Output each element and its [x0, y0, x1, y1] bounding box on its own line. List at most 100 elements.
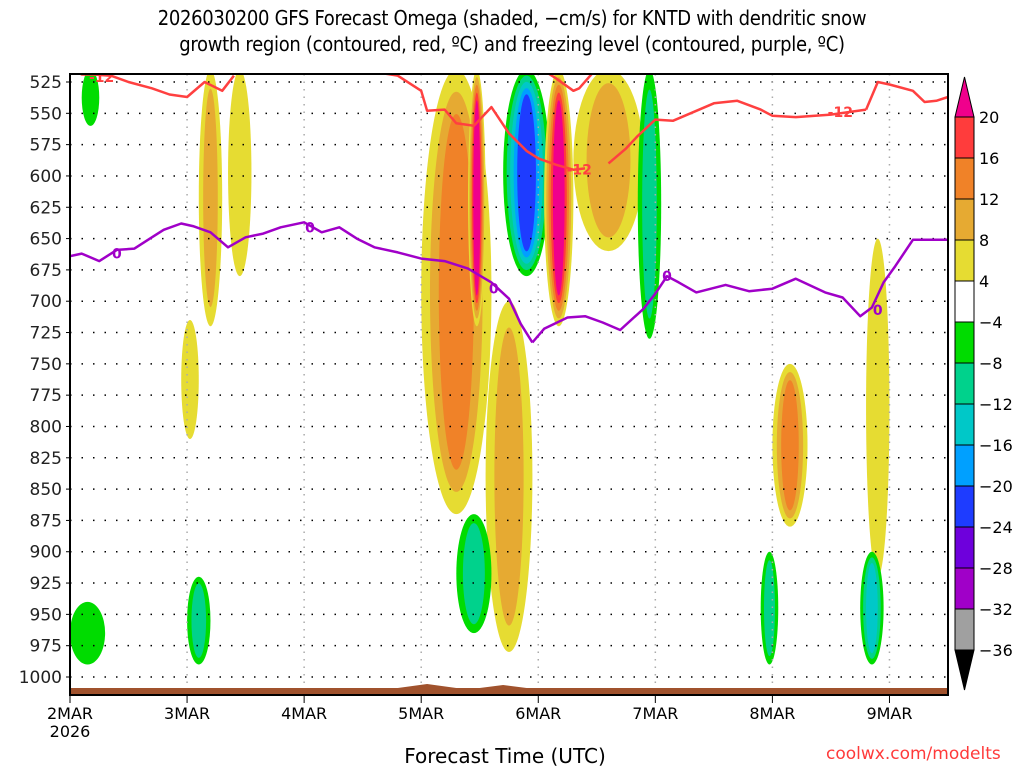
omega-region — [866, 563, 878, 654]
x-tick-label: 3MAR — [164, 704, 210, 723]
colorbar-box — [954, 157, 975, 200]
contour-line — [70, 221, 534, 344]
y-tick-label: 675 — [30, 261, 62, 281]
colorbar-top-arrow — [954, 76, 975, 118]
contour-line — [864, 80, 948, 111]
chart-title-line-1: 2026030200 GFS Forecast Omega (shaded, −… — [157, 6, 867, 30]
omega-region — [191, 583, 207, 658]
x-tick-label: 2MAR — [47, 704, 93, 723]
x-tick-label: 4MAR — [281, 704, 327, 723]
x-tick-label: 9MAR — [866, 704, 912, 723]
terrain-fill — [70, 684, 948, 695]
x-tick-year: 2026 — [50, 722, 91, 741]
colorbar-label: 16 — [979, 149, 999, 168]
contour-lines: -12 -12 -12 0 0 0 0 0 — [70, 70, 948, 344]
y-tick-label: 550 — [30, 104, 62, 124]
omega-region — [70, 601, 106, 665]
omega-region — [494, 327, 524, 626]
contour-label: 0 — [662, 269, 672, 285]
gridlines — [70, 74, 948, 695]
omega-region — [473, 100, 481, 296]
colorbar-box — [954, 608, 975, 651]
colorbar-bottom-arrow — [954, 649, 975, 691]
y-tick-label: 625 — [30, 198, 62, 218]
colorbar-box — [954, 567, 975, 610]
colorbar-box — [954, 526, 975, 569]
contour-label: 0 — [873, 303, 883, 319]
colorbar-box — [954, 485, 975, 528]
x-tick-label: 6MAR — [515, 704, 561, 723]
y-tick-label: 775 — [30, 386, 62, 406]
credit-link[interactable]: coolwx.com/modelts — [826, 744, 1001, 764]
contour-label: 0 — [489, 282, 499, 298]
plot-frame — [69, 73, 949, 696]
colorbar-box — [954, 280, 975, 323]
omega-region — [438, 113, 474, 470]
omega-region — [81, 74, 100, 126]
omega-region — [781, 380, 799, 511]
omega-shading — [70, 74, 890, 665]
y-tick-label: 575 — [30, 136, 62, 156]
y-tick-label: 750 — [30, 355, 62, 375]
contour-line — [379, 74, 586, 171]
colorbar-label: −16 — [979, 436, 1013, 455]
y-tick-label: 975 — [30, 637, 62, 657]
y-tick-label: 700 — [30, 292, 62, 312]
contour-label: -12 — [828, 105, 853, 121]
contour-label: 0 — [305, 220, 315, 236]
y-tick-label: 900 — [30, 543, 62, 563]
omega-region — [462, 523, 485, 625]
chart-title-line-2: growth region (contoured, red, ºC) and f… — [179, 32, 845, 56]
colorbar-box — [954, 321, 975, 364]
omega-region — [866, 238, 890, 577]
colorbar-box — [954, 444, 975, 487]
omega-region — [203, 88, 218, 308]
contour-label: -12 — [567, 163, 592, 179]
colorbar-label: −28 — [979, 559, 1013, 578]
y-tick-label: 825 — [30, 449, 62, 469]
colorbar-label: −4 — [979, 313, 1003, 332]
omega-region — [181, 320, 199, 439]
colorbar-label: 12 — [979, 190, 999, 209]
x-tick-label: 5MAR — [398, 704, 444, 723]
y-tick-label: 600 — [30, 167, 62, 187]
y-tick-label: 800 — [30, 417, 62, 437]
y-tick-label: 925 — [30, 574, 62, 594]
colorbar-label: 4 — [979, 272, 989, 291]
colorbar-label: −24 — [979, 518, 1013, 537]
y-tick-label: 1000 — [19, 668, 62, 688]
y-tick-label: 875 — [30, 511, 62, 531]
x-axis-title: Forecast Time (UTC) — [404, 744, 606, 768]
y-axis: 525 550 575 600 625 650 675 700 725 750 775 800 825 8… — [19, 73, 70, 688]
y-tick-label: 950 — [30, 605, 62, 625]
contour-line — [607, 99, 867, 165]
colorbar-label: −12 — [979, 395, 1013, 414]
y-tick-label: 650 — [30, 230, 62, 250]
x-tick-label: 7MAR — [632, 704, 678, 723]
colorbar-box — [954, 403, 975, 446]
colorbar-box — [954, 239, 975, 282]
contour-line — [531, 238, 948, 344]
omega-region — [228, 74, 252, 277]
colorbar-box — [954, 116, 975, 159]
omega-region — [586, 83, 631, 238]
omega-region — [552, 100, 565, 296]
omega-region — [763, 560, 775, 657]
x-axis: 2MAR 3MAR 4MAR 5MAR 6MAR 7MAR 8MAR 9MAR 2026 — [47, 695, 912, 741]
colorbar-label: 20 — [979, 108, 999, 127]
omega-region — [517, 94, 536, 252]
colorbar-label: −32 — [979, 600, 1013, 619]
y-tick-label: 850 — [30, 480, 62, 500]
colorbar: 20 16 12 8 4 −4 −8 −12 −16 −20 −24 −28 −32 −36 — [954, 76, 1013, 691]
colorbar-label: 8 — [979, 231, 989, 250]
omega-region — [642, 89, 657, 319]
y-tick-label: 525 — [30, 73, 62, 93]
x-tick-label: 8MAR — [749, 704, 795, 723]
colorbar-label: −8 — [979, 354, 1003, 373]
colorbar-box — [954, 198, 975, 241]
colorbar-box — [954, 362, 975, 405]
contour-label: -12 — [89, 70, 114, 86]
contour-label: 0 — [112, 247, 122, 263]
terrain-surface — [70, 684, 948, 695]
